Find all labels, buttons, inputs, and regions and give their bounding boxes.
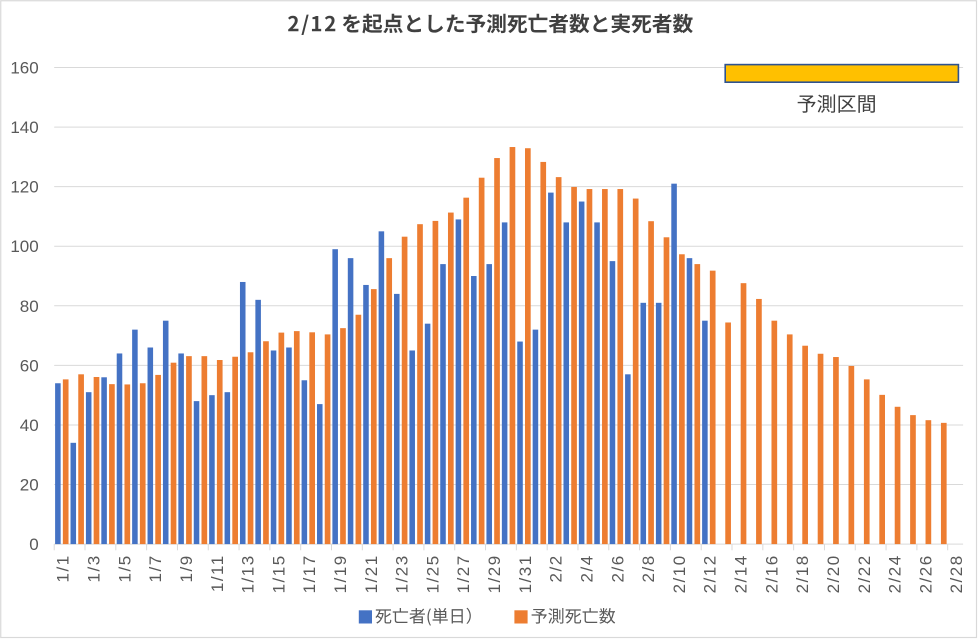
svg-text:1/3: 1/3 xyxy=(85,554,104,582)
svg-text:1/21: 1/21 xyxy=(362,554,381,593)
svg-text:80: 80 xyxy=(20,297,39,316)
svg-text:1/5: 1/5 xyxy=(115,554,134,582)
svg-text:2/20: 2/20 xyxy=(824,554,843,593)
svg-text:2/16: 2/16 xyxy=(762,554,781,593)
svg-text:1/1: 1/1 xyxy=(54,554,73,582)
svg-text:1/9: 1/9 xyxy=(177,554,196,582)
svg-text:60: 60 xyxy=(20,356,39,375)
svg-text:140: 140 xyxy=(10,118,38,137)
svg-text:0: 0 xyxy=(29,535,38,554)
svg-text:1/7: 1/7 xyxy=(146,554,165,582)
svg-text:2/8: 2/8 xyxy=(639,554,658,582)
svg-text:2/22: 2/22 xyxy=(855,554,874,593)
svg-text:120: 120 xyxy=(10,178,38,197)
svg-text:1/29: 1/29 xyxy=(485,554,504,593)
svg-text:2/10: 2/10 xyxy=(670,554,689,593)
svg-text:1/27: 1/27 xyxy=(454,554,473,593)
svg-text:2/26: 2/26 xyxy=(916,554,935,593)
svg-text:40: 40 xyxy=(20,416,39,435)
svg-text:1/17: 1/17 xyxy=(300,554,319,593)
svg-text:2/6: 2/6 xyxy=(608,554,627,582)
svg-text:2/24: 2/24 xyxy=(886,554,905,593)
svg-text:160: 160 xyxy=(10,58,38,77)
svg-text:2/4: 2/4 xyxy=(577,554,596,582)
svg-text:2/12: 2/12 xyxy=(701,554,720,593)
svg-text:2/28: 2/28 xyxy=(947,554,966,593)
svg-text:1/19: 1/19 xyxy=(331,554,350,593)
svg-text:1/23: 1/23 xyxy=(393,554,412,593)
svg-text:1/25: 1/25 xyxy=(423,554,442,593)
svg-text:2/14: 2/14 xyxy=(732,554,751,593)
svg-text:100: 100 xyxy=(10,237,38,256)
svg-text:1/11: 1/11 xyxy=(208,554,227,592)
svg-text:2/2: 2/2 xyxy=(547,554,566,582)
svg-text:20: 20 xyxy=(20,475,39,494)
svg-text:1/13: 1/13 xyxy=(239,554,258,593)
svg-text:2/18: 2/18 xyxy=(793,554,812,593)
svg-text:1/15: 1/15 xyxy=(269,554,288,593)
svg-text:1/31: 1/31 xyxy=(516,554,535,593)
